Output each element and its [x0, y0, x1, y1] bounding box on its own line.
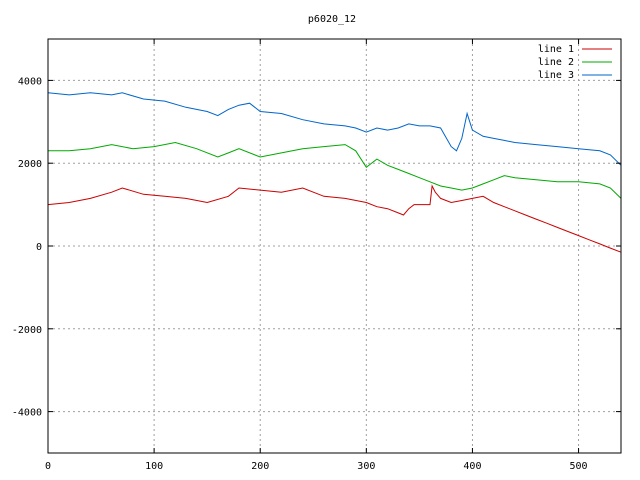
- chart-title: p6020_12: [308, 14, 356, 25]
- x-tick-label: 0: [45, 461, 51, 472]
- y-tick-label: 2000: [18, 159, 42, 170]
- grid-lines: [48, 39, 621, 453]
- y-tick-label: -2000: [12, 325, 42, 336]
- legend: line 1 line 2 line 3: [538, 44, 612, 81]
- legend-label-2: line 2: [538, 57, 574, 68]
- series-line-2: [48, 141, 622, 199]
- x-tick-label: 200: [251, 461, 269, 472]
- x-tick-label: 400: [463, 461, 481, 472]
- legend-label-3: line 3: [538, 70, 574, 81]
- series-line-1: [47, 184, 622, 253]
- series-layer: [47, 92, 622, 253]
- y-tick-label: 4000: [18, 76, 42, 87]
- y-tick-label: -4000: [12, 408, 42, 419]
- y-tick-label: 0: [36, 242, 42, 253]
- series-line-3: [47, 92, 622, 166]
- x-tick-label: 500: [570, 461, 588, 472]
- legend-label-1: line 1: [538, 44, 574, 55]
- x-tick-label: 300: [357, 461, 375, 472]
- axis-ticks: 0 100 200 300 400 500 -4000 -2000 0 2000 4000: [12, 39, 621, 472]
- x-tick-label: 100: [145, 461, 163, 472]
